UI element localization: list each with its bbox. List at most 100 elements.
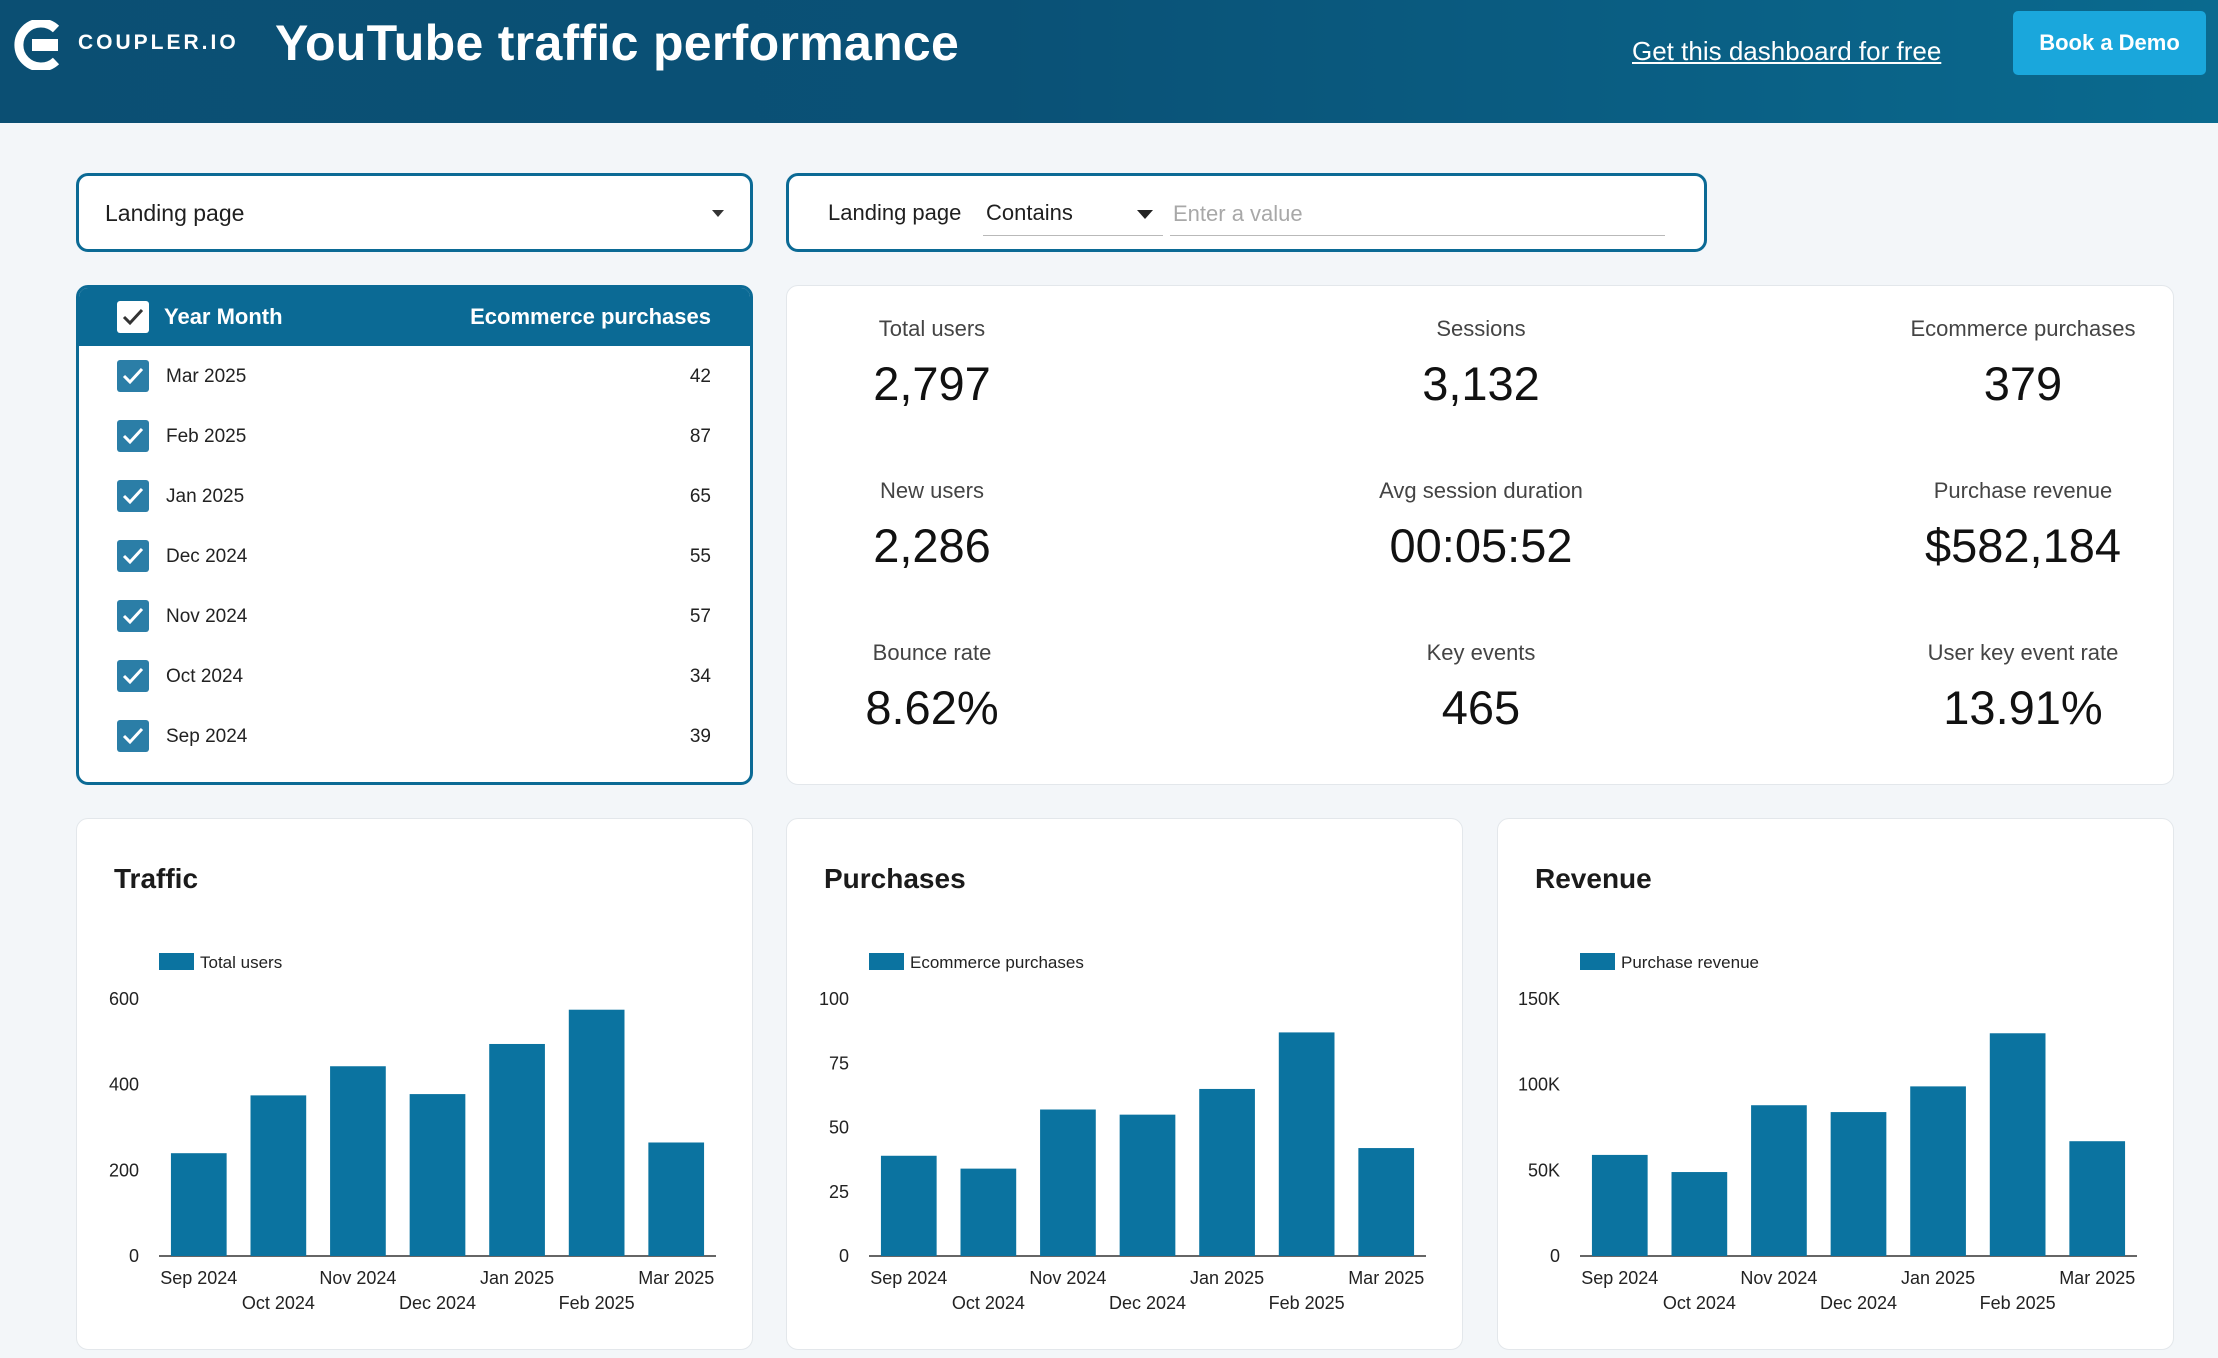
row-value: 87 <box>689 426 711 447</box>
x-tick-label: Jan 2025 <box>1190 1268 1264 1288</box>
row-checkbox[interactable] <box>117 720 149 752</box>
table-row[interactable]: Jan 2025 65 <box>79 466 750 526</box>
table-row[interactable]: Nov 2024 57 <box>79 586 750 646</box>
operator-arrow-icon <box>1137 210 1153 219</box>
column-header-purchases[interactable]: Ecommerce purchases <box>470 304 711 329</box>
get-dashboard-link[interactable]: Get this dashboard for free <box>1632 36 1942 66</box>
bar-dec-2024[interactable] <box>1119 1114 1176 1256</box>
kpi-key-events: Key events 465 <box>1281 640 1681 735</box>
bar-feb-2025[interactable] <box>1989 1033 2046 1256</box>
operator-select[interactable]: Contains <box>983 192 1163 236</box>
filter-value-input[interactable] <box>1170 192 1665 236</box>
table-row[interactable]: Oct 2024 34 <box>79 646 750 706</box>
kpi-value: 465 <box>1441 681 1521 734</box>
checkmark-icon <box>122 667 144 685</box>
kpi-value: 2,797 <box>873 357 991 410</box>
x-tick-label: Feb 2025 <box>1269 1293 1345 1313</box>
row-month: Nov 2024 <box>166 606 248 627</box>
y-tick-label: 0 <box>1550 1246 1560 1266</box>
x-tick-label: Sep 2024 <box>160 1268 237 1288</box>
x-tick-label: Oct 2024 <box>242 1293 315 1313</box>
bar-jan-2025[interactable] <box>1910 1086 1966 1256</box>
bar-oct-2024[interactable] <box>1671 1172 1728 1256</box>
row-month: Jan 2025 <box>166 486 245 507</box>
bar-mar-2025[interactable] <box>1358 1148 1415 1256</box>
kpi-bounce-rate: Bounce rate 8.62% <box>732 640 1132 735</box>
kpi-value: 3,132 <box>1422 357 1540 410</box>
purchases-chart-card: Purchases Ecommerce purchases 0 25 50 75 100 S… <box>786 818 1463 1350</box>
kpi-label: New users <box>880 478 984 503</box>
bar-jan-2025[interactable] <box>1199 1088 1255 1256</box>
table-row[interactable]: Dec 2024 55 <box>79 526 750 586</box>
x-tick-label: Nov 2024 <box>1740 1268 1817 1288</box>
y-tick-label: 75 <box>829 1053 849 1073</box>
x-tick-label: Dec 2024 <box>1820 1293 1897 1313</box>
legend-swatch <box>869 953 904 970</box>
bar-nov-2024[interactable] <box>330 1066 386 1256</box>
legend-swatch <box>1580 953 1615 970</box>
bar-jan-2025[interactable] <box>489 1043 545 1256</box>
chart-title: Purchases <box>824 863 966 894</box>
kpi-value: 13.91% <box>1943 681 2103 734</box>
kpi-purchase-revenue: Purchase revenue $582,184 <box>1823 478 2218 573</box>
bar-mar-2025[interactable] <box>648 1142 705 1256</box>
kpi-new-users: New users 2,286 <box>732 478 1132 573</box>
x-tick-label: Nov 2024 <box>319 1268 396 1288</box>
dropdown-arrow-icon <box>712 210 724 217</box>
coupler-logo-icon <box>14 20 60 70</box>
row-checkbox[interactable] <box>117 360 149 392</box>
row-checkbox[interactable] <box>117 540 149 572</box>
bar-oct-2024[interactable] <box>250 1095 307 1256</box>
landing-page-text-filter: Landing page Contains <box>786 173 1707 252</box>
operator-value: Contains <box>986 200 1073 225</box>
bar-sep-2024[interactable] <box>1591 1154 1648 1256</box>
header-bar: COUPLER.IO YouTube traffic performance G… <box>0 0 2218 123</box>
table-row[interactable]: Sep 2024 39 <box>79 706 750 766</box>
kpi-label: Sessions <box>1436 316 1526 341</box>
bar-mar-2025[interactable] <box>2069 1141 2126 1256</box>
kpi-label: Total users <box>878 316 986 341</box>
bar-dec-2024[interactable] <box>1830 1112 1887 1256</box>
bar-sep-2024[interactable] <box>880 1155 937 1256</box>
x-tick-label: Mar 2025 <box>638 1268 714 1288</box>
row-month: Feb 2025 <box>166 426 247 447</box>
table-body: Mar 2025 42 Feb 2025 87 Jan 2025 65 Dec 2024 55… <box>79 346 750 766</box>
row-value: 57 <box>689 606 711 627</box>
revenue-bar-chart: Purchase revenue 0 50K 100K 150K Sep 2024Oct … <box>1518 953 2137 1313</box>
kpi-value: 8.62% <box>865 681 999 734</box>
bar-feb-2025[interactable] <box>568 1009 625 1256</box>
chart-title: Traffic <box>114 863 199 894</box>
x-tick-label: Feb 2025 <box>1980 1293 2056 1313</box>
row-checkbox[interactable] <box>117 660 149 692</box>
select-all-checkbox[interactable] <box>117 301 149 333</box>
table-header: Year Month Ecommerce purchases <box>79 288 750 346</box>
book-demo-button[interactable]: Book a Demo <box>2013 11 2206 75</box>
row-checkbox[interactable] <box>117 420 149 452</box>
kpi-label: Key events <box>1426 640 1536 665</box>
x-tick-label: Feb 2025 <box>559 1293 635 1313</box>
y-tick-label: 0 <box>839 1246 849 1266</box>
bar-oct-2024[interactable] <box>960 1168 1017 1256</box>
bar-nov-2024[interactable] <box>1751 1105 1807 1256</box>
kpi-label: Purchase revenue <box>1933 478 2113 503</box>
checkmark-icon <box>122 487 144 505</box>
x-tick-label: Jan 2025 <box>1901 1268 1975 1288</box>
x-tick-label: Nov 2024 <box>1029 1268 1106 1288</box>
bar-dec-2024[interactable] <box>409 1094 466 1256</box>
row-checkbox[interactable] <box>117 600 149 632</box>
kpi-ecommerce-purchases: Ecommerce purchases 379 <box>1823 316 2218 411</box>
table-row[interactable]: Feb 2025 87 <box>79 406 750 466</box>
kpi-value: 2,286 <box>873 519 991 572</box>
kpi-label: User key event rate <box>1927 640 2119 665</box>
bar-sep-2024[interactable] <box>170 1153 227 1256</box>
x-tick-label: Oct 2024 <box>952 1293 1025 1313</box>
row-checkbox[interactable] <box>117 480 149 512</box>
x-tick-label: Dec 2024 <box>1109 1293 1186 1313</box>
bar-feb-2025[interactable] <box>1278 1032 1335 1256</box>
y-tick-label: 600 <box>109 989 139 1009</box>
column-header-year-month[interactable]: Year Month <box>164 304 283 329</box>
bar-nov-2024[interactable] <box>1040 1109 1096 1256</box>
landing-page-dropdown[interactable]: Landing page <box>76 173 753 252</box>
x-tick-label: Mar 2025 <box>1348 1268 1424 1288</box>
table-row[interactable]: Mar 2025 42 <box>79 346 750 406</box>
